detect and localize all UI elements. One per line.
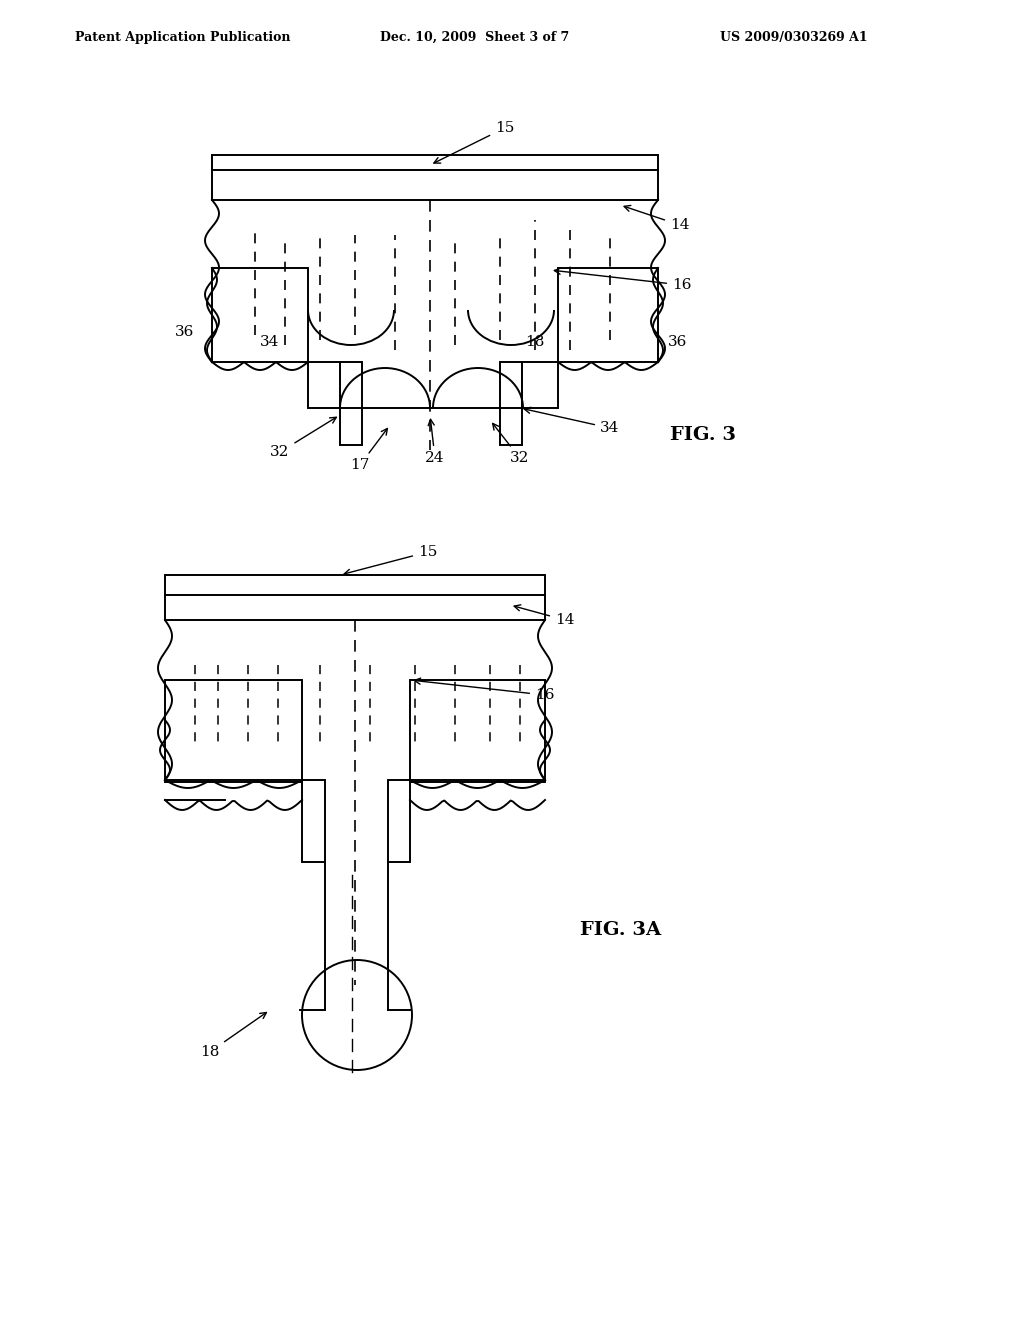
Bar <box>212 268 308 362</box>
Text: 32: 32 <box>493 424 529 465</box>
Text: 36: 36 <box>668 335 687 348</box>
Text: US 2009/0303269 A1: US 2009/0303269 A1 <box>720 30 867 44</box>
Bar <box>340 362 362 445</box>
Text: 32: 32 <box>270 417 336 459</box>
Text: 34: 34 <box>260 335 280 348</box>
Bar <box>212 154 658 201</box>
Text: 18: 18 <box>200 1012 266 1059</box>
Bar <box>165 680 302 780</box>
Text: 14: 14 <box>624 206 689 232</box>
Text: 36: 36 <box>175 325 194 339</box>
Text: 16: 16 <box>554 268 691 292</box>
Text: 14: 14 <box>514 605 574 627</box>
Bar <box>308 362 340 408</box>
Text: 15: 15 <box>344 545 437 576</box>
Text: FIG. 3: FIG. 3 <box>670 426 736 444</box>
Bar <box>388 780 410 862</box>
Text: 15: 15 <box>434 121 514 164</box>
Text: 34: 34 <box>524 408 620 436</box>
Text: 18: 18 <box>525 335 545 348</box>
Bar <box>165 576 545 620</box>
Text: Patent Application Publication: Patent Application Publication <box>75 30 291 44</box>
Bar <box>410 680 545 780</box>
Text: Dec. 10, 2009  Sheet 3 of 7: Dec. 10, 2009 Sheet 3 of 7 <box>380 30 569 44</box>
Text: 16: 16 <box>415 678 555 702</box>
Bar <box>558 268 658 362</box>
Bar <box>522 362 558 408</box>
Text: FIG. 3A: FIG. 3A <box>580 921 662 939</box>
Bar <box>302 780 325 862</box>
Text: 17: 17 <box>350 429 387 473</box>
Text: 24: 24 <box>425 420 444 465</box>
Bar <box>500 362 522 445</box>
